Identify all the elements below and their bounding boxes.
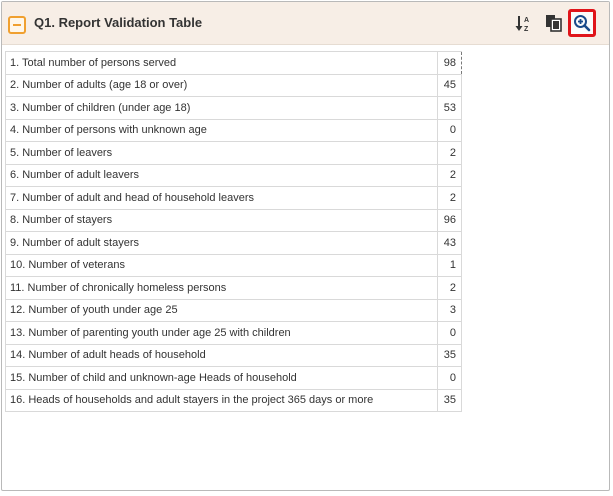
row-value[interactable]: 0 xyxy=(437,321,462,345)
row-value[interactable]: 2 xyxy=(437,186,462,210)
row-value[interactable]: 98 xyxy=(437,51,462,75)
row-label: 14. Number of adult heads of household xyxy=(5,343,438,367)
table-row: 2. Number of adults (age 18 or over) 45 xyxy=(5,73,462,97)
table-row: 11. Number of chronically homeless perso… xyxy=(5,276,462,300)
panel-header: Q1. Report Validation Table A Z xyxy=(2,2,609,45)
table-row: 8. Number of stayers 96 xyxy=(5,208,462,232)
table-row: 15. Number of child and unknown-age Head… xyxy=(5,366,462,390)
row-value[interactable]: 2 xyxy=(437,141,462,165)
table-row: 4. Number of persons with unknown age 0 xyxy=(5,118,462,142)
row-value[interactable]: 96 xyxy=(437,208,462,232)
table-row: 5. Number of leavers 2 xyxy=(5,141,462,165)
zoom-in-icon[interactable] xyxy=(568,9,596,37)
table-row: 10. Number of veterans 1 xyxy=(5,253,462,277)
row-label: 8. Number of stayers xyxy=(5,208,438,232)
row-value[interactable]: 35 xyxy=(437,388,462,412)
table-row: 6. Number of adult leavers 2 xyxy=(5,163,462,187)
row-label: 1. Total number of persons served xyxy=(5,51,438,75)
row-label: 13. Number of parenting youth under age … xyxy=(5,321,438,345)
table-row: 13. Number of parenting youth under age … xyxy=(5,321,462,345)
row-label: 6. Number of adult leavers xyxy=(5,163,438,187)
minus-square-icon[interactable] xyxy=(8,16,26,34)
svg-text:Z: Z xyxy=(524,26,529,33)
row-value[interactable]: 3 xyxy=(437,298,462,322)
panel-title: Q1. Report Validation Table xyxy=(34,15,203,30)
row-label: 16. Heads of households and adult stayer… xyxy=(5,388,438,412)
row-value[interactable]: 1 xyxy=(437,253,462,277)
table-row: 9. Number of adult stayers 43 xyxy=(5,231,462,255)
row-label: 4. Number of persons with unknown age xyxy=(5,118,438,142)
row-label: 10. Number of veterans xyxy=(5,253,438,277)
row-value[interactable]: 0 xyxy=(437,366,462,390)
row-value[interactable]: 2 xyxy=(437,276,462,300)
sort-az-icon[interactable]: A Z xyxy=(514,13,534,33)
row-label: 11. Number of chronically homeless perso… xyxy=(5,276,438,300)
row-label: 7. Number of adult and head of household… xyxy=(5,186,438,210)
copy-icon[interactable] xyxy=(544,13,564,33)
row-label: 15. Number of child and unknown-age Head… xyxy=(5,366,438,390)
report-validation-table: 1. Total number of persons served 98 2. … xyxy=(5,51,462,412)
row-value[interactable]: 0 xyxy=(437,118,462,142)
table-row: 14. Number of adult heads of household 3… xyxy=(5,343,462,367)
table-row: 3. Number of children (under age 18) 53 xyxy=(5,96,462,120)
row-value[interactable]: 53 xyxy=(437,96,462,120)
table-row: 12. Number of youth under age 25 3 xyxy=(5,298,462,322)
row-label: 2. Number of adults (age 18 or over) xyxy=(5,73,438,97)
row-label: 9. Number of adult stayers xyxy=(5,231,438,255)
row-label: 5. Number of leavers xyxy=(5,141,438,165)
svg-text:A: A xyxy=(524,17,529,24)
table-row: 7. Number of adult and head of household… xyxy=(5,186,462,210)
row-value[interactable]: 2 xyxy=(437,163,462,187)
row-value[interactable]: 43 xyxy=(437,231,462,255)
row-value[interactable]: 35 xyxy=(437,343,462,367)
table-row: 16. Heads of households and adult stayer… xyxy=(5,388,462,412)
table-row: 1. Total number of persons served 98 xyxy=(5,51,462,75)
row-label: 3. Number of children (under age 18) xyxy=(5,96,438,120)
row-label: 12. Number of youth under age 25 xyxy=(5,298,438,322)
row-value[interactable]: 45 xyxy=(437,73,462,97)
